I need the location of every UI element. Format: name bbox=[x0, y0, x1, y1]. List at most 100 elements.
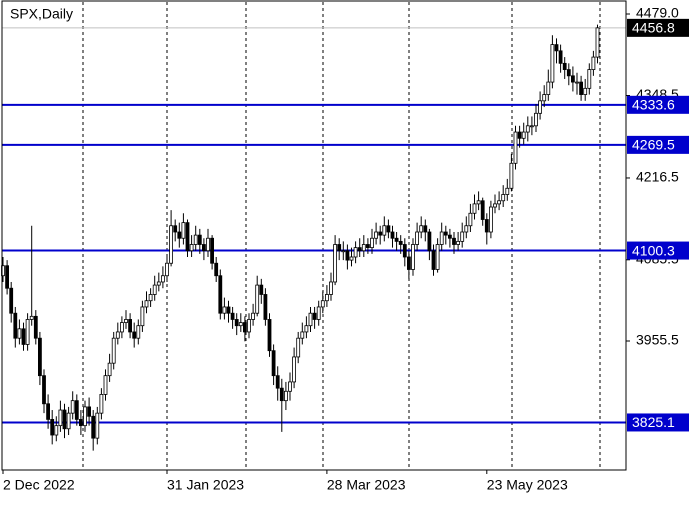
candle-body bbox=[480, 200, 485, 220]
candle-body bbox=[120, 322, 124, 333]
candle-body bbox=[439, 231, 444, 245]
candle-body bbox=[259, 284, 264, 295]
candle-body bbox=[587, 69, 592, 89]
candle-body bbox=[402, 244, 407, 258]
candle-body bbox=[9, 287, 14, 314]
x-tick-label: 28 Mar 2023 bbox=[327, 477, 406, 493]
candle-body bbox=[320, 300, 325, 308]
x-grid bbox=[82, 2, 601, 470]
candle-body bbox=[390, 231, 395, 239]
candle-body bbox=[234, 319, 239, 327]
candle-body bbox=[185, 222, 190, 252]
candle-body bbox=[128, 319, 133, 333]
candle-body bbox=[484, 219, 489, 233]
candle-body bbox=[308, 312, 313, 327]
candle-body bbox=[62, 409, 67, 430]
candle-body bbox=[206, 237, 210, 252]
candle-body bbox=[497, 200, 502, 205]
candle-body bbox=[21, 328, 26, 345]
candle-body bbox=[193, 234, 198, 245]
level-label: 3825.1 bbox=[632, 414, 675, 430]
candle-body bbox=[361, 244, 366, 252]
candle-body bbox=[513, 131, 518, 164]
candle-body bbox=[349, 256, 354, 261]
candle-body bbox=[136, 325, 141, 339]
candle-body bbox=[17, 328, 22, 339]
level-label: 4333.6 bbox=[632, 97, 675, 113]
y-tick-label: 4479.0 bbox=[636, 5, 679, 21]
candle-body bbox=[357, 247, 362, 252]
candle-body bbox=[324, 294, 329, 302]
candle-body bbox=[296, 337, 301, 358]
candle-body bbox=[333, 244, 338, 283]
x-tick-label: 23 May 2023 bbox=[487, 477, 568, 493]
candle-body bbox=[370, 237, 374, 249]
candle-body bbox=[54, 425, 59, 436]
candle-body bbox=[50, 419, 55, 436]
candle-body bbox=[398, 240, 403, 245]
candle-body bbox=[447, 234, 452, 239]
candle-body bbox=[201, 244, 206, 252]
candle-body bbox=[501, 194, 506, 202]
candle-body bbox=[42, 375, 46, 405]
candle-body bbox=[165, 262, 169, 277]
plot-frame bbox=[1, 0, 627, 471]
candle-body bbox=[575, 81, 579, 84]
candle-body bbox=[115, 331, 120, 339]
level-label-box bbox=[627, 413, 689, 432]
candle-body bbox=[550, 44, 555, 83]
candle-body bbox=[546, 81, 551, 95]
candle-body bbox=[173, 225, 178, 233]
candle-body bbox=[386, 225, 391, 233]
candle-body bbox=[534, 112, 538, 127]
candle-body bbox=[505, 187, 510, 195]
candle-body bbox=[365, 244, 370, 249]
candle-body bbox=[189, 244, 194, 252]
candle-body bbox=[210, 237, 215, 264]
candle-body bbox=[255, 284, 260, 314]
candle-body bbox=[95, 412, 100, 439]
candle-body bbox=[152, 284, 157, 295]
candle-body bbox=[493, 203, 497, 208]
level-label-box bbox=[627, 135, 689, 154]
candle-body bbox=[83, 406, 87, 427]
candle-body bbox=[542, 94, 547, 102]
candle-body bbox=[5, 265, 9, 289]
candle-body bbox=[431, 250, 436, 270]
candle-body bbox=[488, 206, 493, 233]
candle-body bbox=[382, 225, 387, 236]
y-tick-label: 4216.5 bbox=[636, 169, 679, 185]
candle-body bbox=[222, 306, 227, 314]
candle-body bbox=[107, 362, 112, 377]
candle-body bbox=[566, 69, 571, 77]
candle-body bbox=[58, 409, 63, 427]
candle-body bbox=[251, 312, 256, 320]
level-label-box bbox=[627, 95, 689, 114]
x-tick-label: 2 Dec 2022 bbox=[3, 477, 75, 493]
candle-body bbox=[591, 56, 596, 70]
candle-body bbox=[345, 250, 350, 261]
candle-body bbox=[394, 237, 399, 242]
x-tick-label: 31 Jan 2023 bbox=[167, 477, 244, 493]
candle-body bbox=[476, 200, 481, 205]
candle-body bbox=[66, 412, 71, 430]
level-label: 4269.5 bbox=[632, 137, 675, 153]
last-price-label: 4456.8 bbox=[632, 20, 675, 36]
candle-body bbox=[435, 244, 440, 270]
candle-body bbox=[329, 281, 333, 295]
candle-body bbox=[406, 256, 411, 270]
candle-body bbox=[300, 331, 305, 339]
candle-body bbox=[226, 306, 231, 314]
candle-body bbox=[517, 131, 522, 139]
candle-body bbox=[160, 275, 165, 283]
candle-body bbox=[25, 319, 30, 345]
candle-body bbox=[472, 203, 477, 214]
candle-body bbox=[263, 294, 268, 320]
level-label-box bbox=[627, 241, 689, 260]
candle-body bbox=[558, 50, 563, 64]
candle-body bbox=[452, 237, 456, 245]
candle-body bbox=[443, 231, 448, 236]
candle-body bbox=[169, 225, 174, 264]
candle-body bbox=[411, 244, 415, 270]
